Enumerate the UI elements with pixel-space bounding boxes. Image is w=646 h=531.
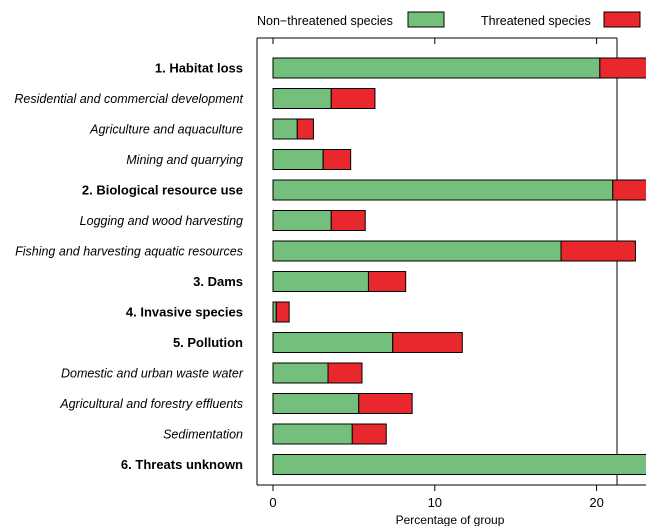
category-label-logging-and-wood-harvesting: Logging and wood harvesting xyxy=(80,214,243,228)
category-label-sedimentation: Sedimentation xyxy=(163,428,243,442)
bar-non-threatened-logging-and-wood-harvesting xyxy=(272,210,332,231)
bar-threatened-mining-and-quarrying xyxy=(322,149,352,170)
category-label-2-biological-resource-use: 2. Biological resource use xyxy=(82,183,243,198)
bar-threatened-agricultural-and-forestry-effluents xyxy=(358,393,413,414)
category-label-1-habitat-loss: 1. Habitat loss xyxy=(155,61,243,76)
legend-label-threatened: Threatened species xyxy=(481,14,591,28)
bar-non-threatened-6-threats-unknown xyxy=(272,454,646,475)
legend-label-non-threatened: Non−threatened species xyxy=(257,14,393,28)
x-tick-label-10: 10 xyxy=(428,495,442,510)
bar-threatened-sedimentation xyxy=(351,423,387,445)
category-label-mining-and-quarrying: Mining and quarrying xyxy=(126,153,243,167)
category-label-6-threats-unknown: 6. Threats unknown xyxy=(121,457,243,472)
category-label-4-invasive-species: 4. Invasive species xyxy=(126,305,243,320)
bar-non-threatened-1-habitat-loss xyxy=(272,57,601,79)
category-labels: 1. Habitat loss Residential and commercia… xyxy=(14,61,243,473)
bar-non-threatened-5-pollution xyxy=(272,332,394,353)
bar-threatened-3-dams xyxy=(367,271,407,292)
category-label-5-pollution: 5. Pollution xyxy=(173,335,243,350)
x-axis-label: Percentage of group xyxy=(396,513,505,526)
bar-non-threatened-domestic-and-urban-waste-water xyxy=(272,362,329,384)
category-label-domestic-and-urban-waste-water: Domestic and urban waste water xyxy=(61,367,244,381)
bar-threatened-2-biological-resource-use xyxy=(612,179,646,201)
legend-swatch-threatened xyxy=(603,11,641,28)
x-tick-label-20: 20 xyxy=(589,495,603,510)
bar-non-threatened-sedimentation xyxy=(272,423,353,445)
bar-non-threatened-agriculture-and-aquaculture xyxy=(272,118,298,140)
bar-non-threatened-residential-and-commercial-development xyxy=(272,88,332,109)
bar-threatened-fishing-and-harvesting-aquatic-resources xyxy=(560,240,636,262)
bar-threatened-4-invasive-species xyxy=(275,301,290,323)
bar-non-threatened-mining-and-quarrying xyxy=(272,149,324,170)
legend: Non−threatened species Threatened specie… xyxy=(257,11,641,28)
bar-non-threatened-fishing-and-harvesting-aquatic-resources xyxy=(272,240,562,262)
category-label-3-dams: 3. Dams xyxy=(193,274,243,289)
category-label-agricultural-and-forestry-effluents: Agricultural and forestry effluents xyxy=(59,397,243,411)
bar-threatened-residential-and-commercial-development xyxy=(330,88,376,109)
category-label-agriculture-and-aquaculture: Agriculture and aquaculture xyxy=(89,123,243,137)
bar-threatened-domestic-and-urban-waste-water xyxy=(327,362,363,384)
bar-non-threatened-2-biological-resource-use xyxy=(272,179,614,201)
bars xyxy=(272,57,646,475)
bar-threatened-5-pollution xyxy=(392,332,463,353)
bar-threatened-logging-and-wood-harvesting xyxy=(330,210,366,231)
bar-non-threatened-agricultural-and-forestry-effluents xyxy=(272,393,360,414)
x-tick-label-0: 0 xyxy=(269,495,276,510)
category-label-residential-and-commercial-development: Residential and commercial development xyxy=(14,92,243,106)
bar-non-threatened-3-dams xyxy=(272,271,369,292)
category-label-fishing-and-harvesting-aquatic-resources: Fishing and harvesting aquatic resources xyxy=(15,245,243,259)
bar-threatened-1-habitat-loss xyxy=(599,57,646,79)
legend-swatch-non-threatened xyxy=(407,11,445,28)
x-axis: Percentage of group 010203040 xyxy=(269,484,646,527)
bar-threatened-agriculture-and-aquaculture xyxy=(296,118,314,140)
